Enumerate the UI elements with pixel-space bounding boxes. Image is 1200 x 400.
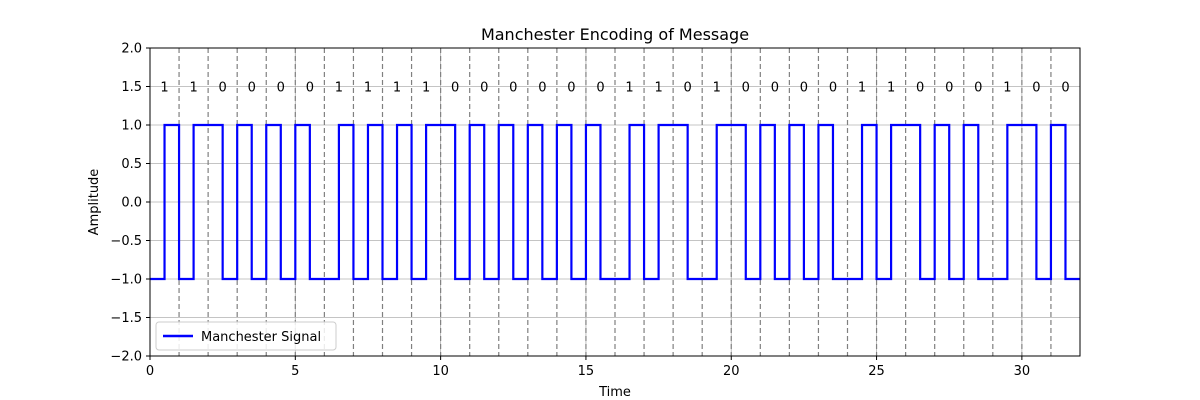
x-axis-ticks: 0 5 10 15 20 25 30 <box>146 356 1030 379</box>
x-tick-label: 15 <box>578 364 595 379</box>
x-tick-label: 25 <box>868 364 885 379</box>
bit-label: 0 <box>306 81 314 96</box>
signal-line <box>150 123 1080 281</box>
y-axis-label: Amplitude <box>87 169 102 236</box>
y-tick-label: −1.5 <box>110 311 142 326</box>
y-tick-label: 2.0 <box>121 42 142 57</box>
signal-plot <box>150 123 1080 281</box>
bit-label: 1 <box>887 81 895 96</box>
bit-label: 1 <box>393 81 401 96</box>
y-tick-label: −2.0 <box>110 350 142 365</box>
legend-box <box>155 321 337 351</box>
bit-label: 0 <box>538 81 546 96</box>
bit-label: 0 <box>684 81 692 96</box>
bit-label: 1 <box>189 81 197 96</box>
y-tick-label: 0.5 <box>121 157 142 172</box>
bit-label: 0 <box>916 81 924 96</box>
bit-label: 0 <box>451 81 459 96</box>
y-tick-label: 1.0 <box>121 119 142 134</box>
y-tick-label: 0.0 <box>121 196 142 211</box>
y-axis-ticks: −2.0 −1.5 −1.0 −0.5 0.0 0.5 1.0 1.5 2.0 <box>110 42 150 365</box>
x-tick-label: 5 <box>291 364 299 379</box>
bit-label: 0 <box>829 81 837 96</box>
bit-label: 0 <box>974 81 982 96</box>
bit-labels: 1 1 0 0 0 0 1 1 1 1 0 0 0 0 0 0 1 1 0 1 0 0 0 0 1 1 0 0 0 1 0 0 <box>160 81 1069 96</box>
x-tick-label: 0 <box>146 364 154 379</box>
x-tick-label: 30 <box>1014 364 1031 379</box>
bit-label: 0 <box>945 81 953 96</box>
bit-label: 0 <box>1061 81 1069 96</box>
bit-label: 0 <box>742 81 750 96</box>
bit-label: 1 <box>160 81 168 96</box>
bit-label: 0 <box>567 81 575 96</box>
bit-label: 1 <box>1003 81 1011 96</box>
legend-label: Manchester Signal <box>201 330 321 345</box>
bit-label: 0 <box>509 81 517 96</box>
legend: Manchester Signal <box>155 321 337 351</box>
bit-label: 1 <box>858 81 866 96</box>
bit-label: 1 <box>654 81 662 96</box>
y-tick-label: 1.5 <box>121 80 142 95</box>
bit-label: 0 <box>771 81 779 96</box>
bit-label: 0 <box>219 81 227 96</box>
bit-label: 1 <box>335 81 343 96</box>
y-tick-label: −0.5 <box>110 234 142 249</box>
bit-label: 0 <box>277 81 285 96</box>
x-axis-label: Time <box>598 385 631 400</box>
bit-label: 1 <box>422 81 430 96</box>
chart-title: Manchester Encoding of Message <box>481 25 749 44</box>
bit-label: 0 <box>480 81 488 96</box>
x-tick-label: 20 <box>723 364 740 379</box>
bit-label: 0 <box>800 81 808 96</box>
x-tick-label: 10 <box>432 364 449 379</box>
bit-label: 0 <box>248 81 256 96</box>
bit-label: 1 <box>364 81 372 96</box>
bit-label: 0 <box>596 81 604 96</box>
y-tick-label: −1.0 <box>110 273 142 288</box>
bit-label: 0 <box>1032 81 1040 96</box>
bit-label: 1 <box>625 81 633 96</box>
bit-label: 1 <box>713 81 721 96</box>
